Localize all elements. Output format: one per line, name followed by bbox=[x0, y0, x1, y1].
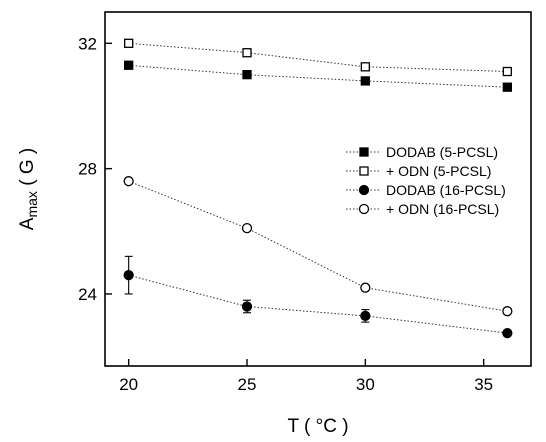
legend-label: DODAB (5-PCSL) bbox=[386, 144, 498, 160]
data-point bbox=[502, 66, 512, 77]
series-line bbox=[128, 42, 508, 72]
series-group bbox=[124, 38, 512, 77]
y-tick-label: 24 bbox=[78, 285, 97, 304]
data-point bbox=[241, 301, 253, 312]
series-layer bbox=[123, 38, 513, 339]
y-axis-title-subscript: max bbox=[24, 191, 40, 217]
series-group bbox=[123, 176, 513, 317]
data-point bbox=[124, 60, 134, 70]
data-point bbox=[502, 327, 513, 339]
series-group bbox=[123, 255, 513, 339]
x-tick-label: 35 bbox=[474, 375, 493, 394]
legend-marker bbox=[358, 184, 370, 196]
legend: DODAB (5-PCSL) + ODN (5-PCSL) DODAB (16-PC… bbox=[346, 144, 506, 217]
legend-marker bbox=[359, 166, 369, 176]
series-line bbox=[128, 274, 508, 334]
data-point bbox=[360, 76, 370, 86]
y-axis-title-main: A bbox=[17, 217, 38, 230]
data-point bbox=[502, 306, 513, 317]
data-point bbox=[360, 282, 371, 293]
y-tick-label: 32 bbox=[78, 34, 97, 53]
data-point bbox=[242, 70, 252, 80]
x-tick-label: 25 bbox=[238, 375, 257, 394]
data-point bbox=[241, 223, 253, 234]
legend-label: + ODN (5-PCSL) bbox=[386, 163, 491, 179]
legend-item: + ODN (16-PCSL) bbox=[346, 201, 499, 217]
legend-marker bbox=[358, 203, 370, 215]
plot-frame bbox=[104, 11, 532, 367]
legend-item: DODAB (16-PCSL) bbox=[346, 182, 506, 198]
data-point bbox=[502, 82, 512, 92]
legend-label: DODAB (16-PCSL) bbox=[386, 182, 506, 198]
data-point bbox=[124, 38, 134, 48]
data-point bbox=[360, 62, 370, 72]
legend-item: + ODN (5-PCSL) bbox=[346, 163, 491, 179]
y-tick-label: 28 bbox=[78, 160, 97, 179]
y-axis-title-unit: ( G ) bbox=[17, 148, 38, 191]
data-point bbox=[360, 310, 371, 322]
x-tick-label: 30 bbox=[356, 375, 375, 394]
series-line bbox=[128, 180, 508, 312]
series-group bbox=[124, 60, 512, 92]
x-axis-title: T ( °C ) bbox=[287, 416, 348, 437]
axis-ticks: 20 25 30 35 24 28 32 bbox=[78, 34, 493, 394]
data-point bbox=[242, 48, 252, 58]
data-point bbox=[123, 270, 134, 281]
legend-marker bbox=[359, 147, 369, 157]
x-tick-label: 20 bbox=[119, 375, 138, 394]
legend-label: + ODN (16-PCSL) bbox=[386, 201, 499, 217]
data-point bbox=[123, 176, 134, 187]
y-axis-title: Amax ( G ) bbox=[17, 148, 40, 230]
legend-item: DODAB (5-PCSL) bbox=[346, 144, 498, 160]
series-line bbox=[128, 64, 508, 88]
